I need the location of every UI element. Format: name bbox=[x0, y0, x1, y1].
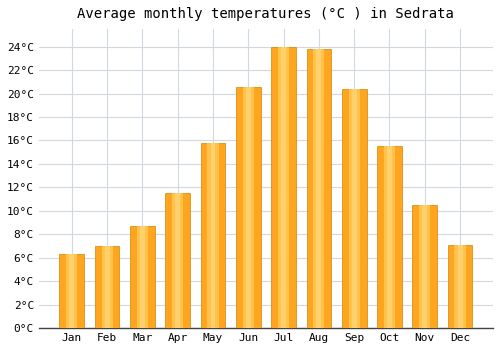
Bar bbox=[271, 47, 296, 328]
Bar bbox=[166, 193, 190, 328]
Bar bbox=[377, 146, 402, 328]
Bar bbox=[60, 254, 84, 328]
Bar bbox=[104, 246, 110, 328]
Title: Average monthly temperatures (°C ) in Sedrata: Average monthly temperatures (°C ) in Se… bbox=[78, 7, 454, 21]
Bar bbox=[236, 86, 260, 328]
Bar bbox=[448, 245, 472, 328]
Bar bbox=[352, 89, 356, 328]
Bar bbox=[316, 49, 322, 328]
Bar bbox=[384, 146, 395, 328]
Bar bbox=[422, 205, 427, 328]
Bar bbox=[175, 193, 180, 328]
Bar bbox=[140, 226, 145, 328]
Bar bbox=[419, 205, 430, 328]
Bar bbox=[458, 245, 462, 328]
Bar bbox=[387, 146, 392, 328]
Bar bbox=[314, 49, 324, 328]
Bar bbox=[281, 47, 286, 328]
Bar bbox=[130, 226, 155, 328]
Bar bbox=[412, 205, 437, 328]
Bar bbox=[137, 226, 148, 328]
Bar bbox=[66, 254, 78, 328]
Bar bbox=[102, 246, 112, 328]
Bar bbox=[70, 254, 74, 328]
Bar bbox=[210, 143, 216, 328]
Bar bbox=[246, 86, 251, 328]
Bar bbox=[278, 47, 289, 328]
Bar bbox=[306, 49, 331, 328]
Bar bbox=[200, 143, 226, 328]
Bar bbox=[172, 193, 184, 328]
Bar bbox=[348, 89, 360, 328]
Bar bbox=[208, 143, 218, 328]
Bar bbox=[94, 246, 120, 328]
Bar bbox=[454, 245, 466, 328]
Bar bbox=[342, 89, 366, 328]
Bar bbox=[242, 86, 254, 328]
